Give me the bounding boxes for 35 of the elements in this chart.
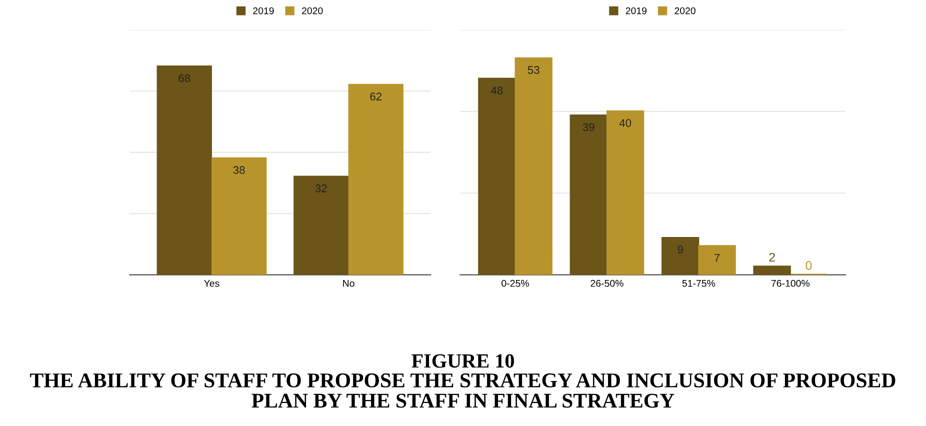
x-tick-label: 76-100% bbox=[771, 280, 810, 287]
caption: FIGURE 10 bbox=[412, 354, 514, 368]
bar bbox=[348, 84, 404, 275]
legend-label: 2019 bbox=[626, 7, 647, 14]
bar bbox=[514, 57, 552, 275]
legend-label: 2020 bbox=[674, 7, 696, 14]
x-tick-label: 26-50% bbox=[590, 280, 624, 287]
data-label: 32 bbox=[315, 184, 327, 192]
x-tick-label: Yes bbox=[204, 280, 220, 287]
data-label: 2 bbox=[769, 252, 775, 262]
data-label: 48 bbox=[490, 86, 503, 94]
legend-label: 2019 bbox=[253, 7, 274, 14]
data-label: 0 bbox=[806, 261, 812, 270]
x-tick-label: 0-25% bbox=[502, 280, 529, 287]
x-tick-label: 51-75% bbox=[682, 280, 716, 287]
bar bbox=[662, 236, 700, 275]
data-label: 7 bbox=[714, 254, 720, 262]
data-label: 9 bbox=[678, 246, 683, 254]
bar bbox=[698, 245, 736, 275]
data-label: 40 bbox=[619, 119, 632, 127]
bar bbox=[211, 157, 267, 275]
x-tick-label: No bbox=[343, 280, 354, 287]
bar bbox=[753, 266, 791, 275]
bar bbox=[478, 78, 516, 275]
bar bbox=[570, 114, 608, 275]
data-label: 38 bbox=[233, 166, 245, 174]
bar bbox=[156, 66, 212, 275]
bar bbox=[294, 176, 349, 275]
data-label: 39 bbox=[582, 123, 594, 132]
data-label: 53 bbox=[528, 66, 540, 74]
bar bbox=[606, 110, 644, 275]
legend-label: 2020 bbox=[302, 7, 323, 14]
data-label: 68 bbox=[178, 74, 190, 82]
data-label: 62 bbox=[370, 92, 382, 100]
text: THE ABILITY OF STAFF TO PROPOSE THE STRATEGY AND INCLUSION OF PROPOSED PLAN BY THE STAFF IN FINAL STRATEGY bbox=[30, 373, 896, 408]
